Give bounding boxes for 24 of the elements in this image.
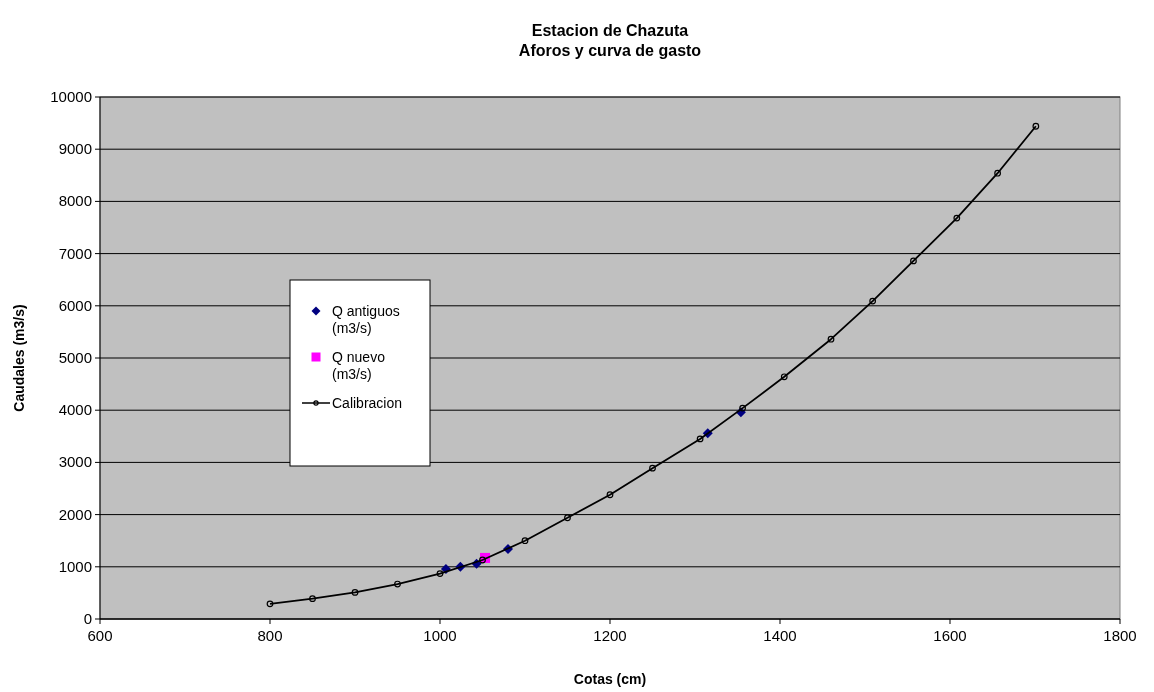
y-tick-label: 6000 (58, 296, 92, 314)
y-tick-label: 9000 (58, 140, 92, 158)
y-tick-label: 1000 (58, 557, 92, 575)
legend-label: Calibracion (332, 395, 403, 411)
x-axis-title: Cotas (cm) (573, 671, 647, 687)
y-tick-label: 7000 (58, 244, 92, 262)
x-tick-label: 1600 (933, 627, 967, 644)
y-tick-label: 4000 (58, 401, 92, 419)
x-tick-label: 800 (257, 627, 283, 644)
y-tick-label: 5000 (58, 349, 92, 366)
y-axis-title: Caudales (m3/s) (11, 304, 27, 412)
legend-label: Q nuevo (m3/s) (332, 349, 386, 382)
x-tick-label: 1200 (593, 627, 627, 644)
x-tick-label: 1800 (1103, 627, 1137, 644)
x-tick-label: 1000 (423, 627, 457, 644)
x-tick-label: 1400 (763, 627, 797, 644)
y-tick-label: 0 (83, 610, 92, 627)
y-tick-label: 10000 (50, 88, 92, 105)
chart-title: Estacion de Chazuta Aforos y curva de gasto (518, 22, 702, 59)
y-tick-label: 2000 (58, 505, 92, 523)
legend-label: Q antiguos (m3/s) (332, 303, 400, 336)
y-tick-label: 8000 (58, 192, 92, 210)
x-tick-label: 600 (87, 627, 113, 644)
y-tick-label: 3000 (58, 453, 92, 471)
